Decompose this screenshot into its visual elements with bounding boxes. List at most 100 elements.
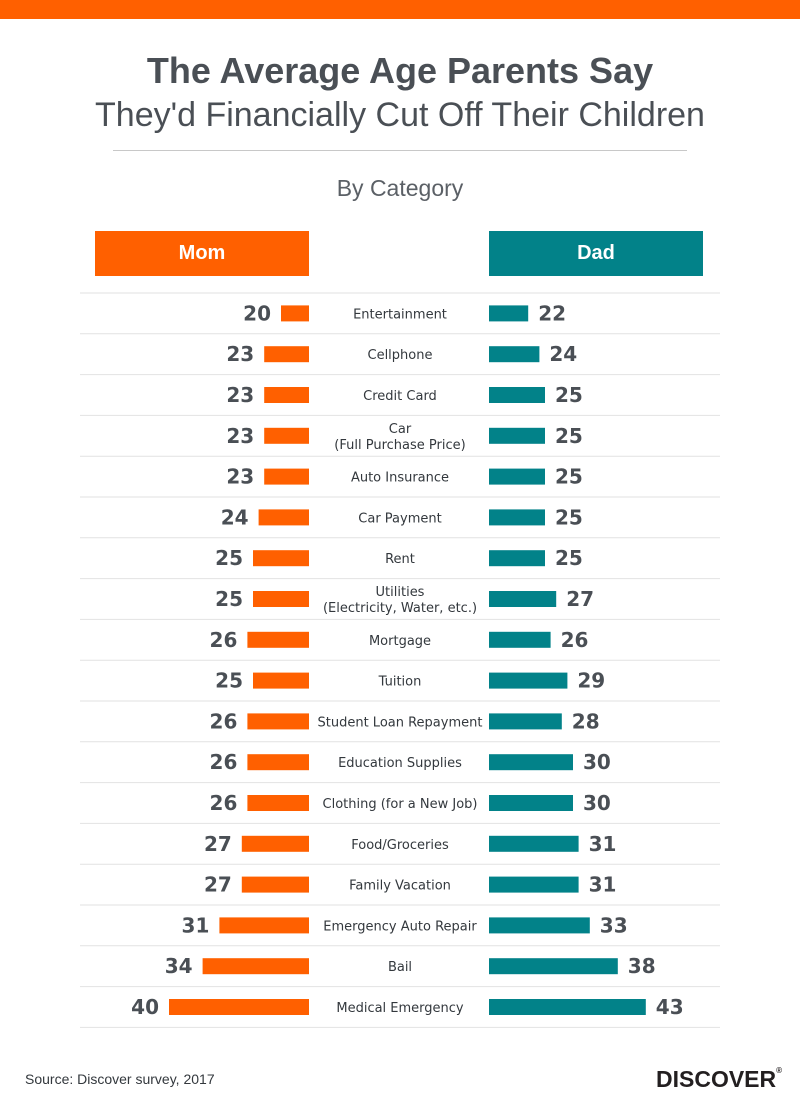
discover-logo-text: DISCOVER <box>656 1066 777 1092</box>
dad-bar <box>489 468 545 485</box>
dad-bar <box>489 876 579 893</box>
mom-value-label: 26 <box>210 709 238 733</box>
mom-value-label: 26 <box>210 750 238 774</box>
dad-bar <box>489 713 562 730</box>
category-label: Student Loan Repayment <box>318 715 483 730</box>
discover-logo: DISCOVER® <box>656 1066 782 1093</box>
category-label: Entertainment <box>353 307 447 322</box>
mom-bar <box>281 305 309 322</box>
dad-value-label: 25 <box>555 465 583 489</box>
mom-bar <box>247 713 309 730</box>
dad-column-header: Dad <box>489 231 703 276</box>
mom-bar <box>264 468 309 485</box>
category-label: Car Payment <box>358 511 441 526</box>
category-label: Credit Card <box>363 389 437 404</box>
discover-logo-trademark: ® <box>776 1066 783 1075</box>
dad-bar <box>489 672 568 689</box>
category-label: Education Supplies <box>338 756 462 771</box>
dad-bar <box>489 795 573 811</box>
mom-value-label: 40 <box>131 995 159 1019</box>
dad-bar <box>489 958 618 975</box>
mom-value-label: 23 <box>226 465 254 489</box>
mom-value-label: 25 <box>215 669 243 693</box>
mom-bar <box>258 509 309 526</box>
category-label: Tuition <box>378 675 422 690</box>
mom-bar <box>247 631 309 648</box>
dad-value-label: 33 <box>600 913 628 937</box>
mom-value-label: 34 <box>165 954 193 978</box>
dad-value-label: 22 <box>538 301 566 325</box>
dad-value-label: 27 <box>566 587 594 611</box>
category-label: Food/Groceries <box>351 838 449 853</box>
mom-bar <box>241 835 309 852</box>
dad-value-label: 30 <box>583 791 611 815</box>
dad-bar <box>489 591 557 607</box>
dad-value-label: 31 <box>589 832 617 856</box>
dad-value-label: 25 <box>555 505 583 529</box>
dad-value-label: 25 <box>555 383 583 407</box>
mom-bar <box>264 387 309 403</box>
mom-value-label: 23 <box>226 424 254 448</box>
category-label: Rent <box>385 552 415 567</box>
chart-title-line-2: They'd Financially Cut Off Their Childre… <box>95 96 705 134</box>
dad-value-label: 29 <box>577 669 605 693</box>
mom-bar <box>202 958 309 975</box>
category-label: Car (Full Purchase Price) <box>334 422 465 453</box>
mom-bar <box>169 999 309 1015</box>
category-label-line: (Electricity, Water, etc.) <box>323 601 477 616</box>
chart-subtitle: By Category <box>336 175 464 201</box>
dad-bar <box>489 509 545 526</box>
dad-value-label: 30 <box>583 750 611 774</box>
category-label: Auto Insurance <box>351 471 449 486</box>
category-label: Emergency Auto Repair <box>323 919 477 934</box>
top-accent-bar <box>0 0 800 19</box>
mom-value-label: 25 <box>215 587 243 611</box>
mom-bar <box>241 876 309 893</box>
category-label: Family Vacation <box>349 879 451 894</box>
category-label: Clothing (for a New Job) <box>323 797 478 812</box>
mom-value-label: 25 <box>215 546 243 570</box>
dad-value-label: 28 <box>572 709 600 733</box>
mom-bar <box>253 672 309 689</box>
dad-value-label: 31 <box>589 873 617 897</box>
dad-value-label: 38 <box>628 954 656 978</box>
dad-value-label: 25 <box>555 546 583 570</box>
mom-value-label: 27 <box>204 873 232 897</box>
dad-bar <box>489 346 540 363</box>
category-label: Medical Emergency <box>336 1001 464 1016</box>
mom-value-label: 23 <box>226 383 254 407</box>
mom-bar <box>219 917 309 934</box>
mom-value-label: 31 <box>182 913 210 937</box>
dad-value-label: 26 <box>561 628 589 652</box>
mom-bar <box>264 427 309 444</box>
dad-bar <box>489 427 545 444</box>
title-divider <box>113 150 687 151</box>
mom-value-label: 26 <box>210 791 238 815</box>
mom-bar <box>253 550 309 567</box>
dad-bar <box>489 835 579 852</box>
category-label: Bail <box>388 960 412 975</box>
dad-bar <box>489 631 551 648</box>
mom-bar <box>253 591 309 607</box>
mom-column-header: Mom <box>95 231 309 276</box>
dad-bar <box>489 305 529 322</box>
chart-title: The Average Age Parents Say <box>146 50 654 91</box>
mom-value-label: 26 <box>210 628 238 652</box>
mom-value-label: 27 <box>204 832 232 856</box>
dad-value-label: 24 <box>549 342 577 366</box>
mom-bar <box>264 346 309 363</box>
mom-value-label: 20 <box>243 301 271 325</box>
category-label-line: (Full Purchase Price) <box>334 438 465 453</box>
dad-value-label: 25 <box>555 424 583 448</box>
category-label-line: Utilities <box>376 585 425 600</box>
category-label: Utilities (Electricity, Water, etc.) <box>323 585 477 616</box>
mom-value-label: 24 <box>221 505 249 529</box>
dad-bar <box>489 754 573 771</box>
category-label-line: Car <box>389 422 412 437</box>
source-note: Source: Discover survey, 2017 <box>25 1071 215 1087</box>
category-label: Cellphone <box>368 348 433 363</box>
dad-bar <box>489 387 545 403</box>
mom-value-label: 23 <box>226 342 254 366</box>
mom-bar <box>247 795 309 811</box>
